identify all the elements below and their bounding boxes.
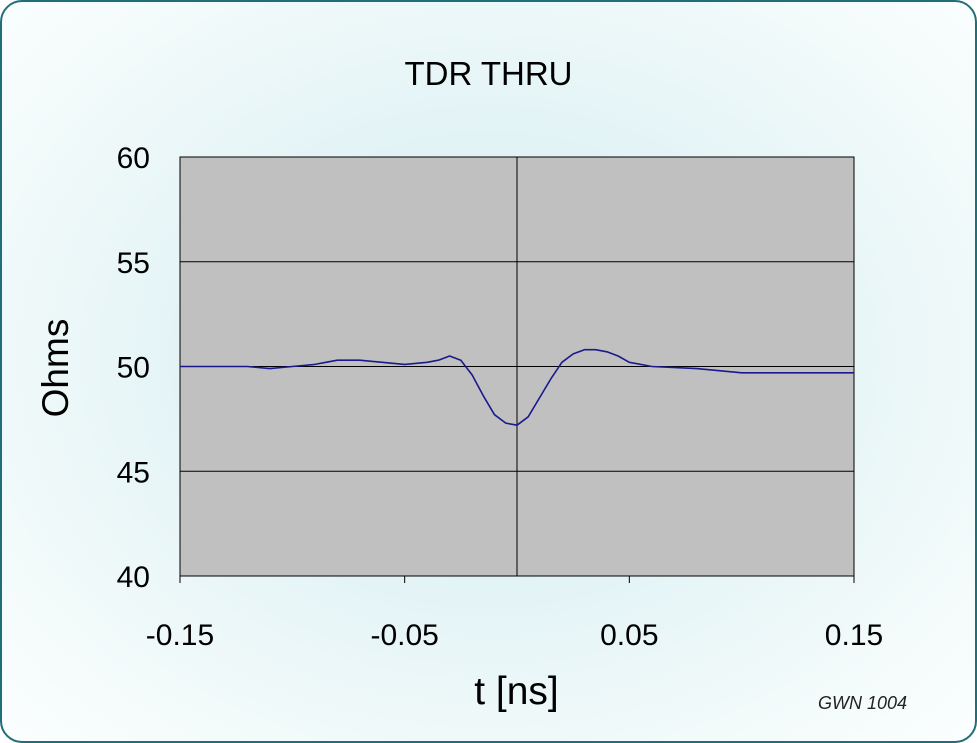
x-tick-label: 0.15 (825, 619, 883, 652)
x-ticks: -0.15 -0.05 0.05 0.15 (146, 576, 883, 652)
y-tick-label: 50 (117, 352, 150, 385)
y-tick-label: 60 (117, 142, 150, 175)
series-line-0 (180, 348, 854, 427)
y-tick-label: 55 (117, 247, 150, 280)
x-tick-label: -0.05 (370, 619, 438, 652)
x-axis-label: t [ns] (474, 670, 559, 713)
series-group (180, 348, 854, 427)
footnote: GWN 1004 (817, 693, 907, 713)
y-tick-label: 40 (117, 561, 150, 594)
x-tick-label: -0.15 (146, 619, 214, 652)
x-tick-label: 0.05 (600, 619, 658, 652)
y-ticks: 40 45 50 55 60 (117, 142, 150, 594)
y-tick-label: 45 (117, 456, 150, 489)
chart-title: TDR THRU (404, 55, 573, 92)
